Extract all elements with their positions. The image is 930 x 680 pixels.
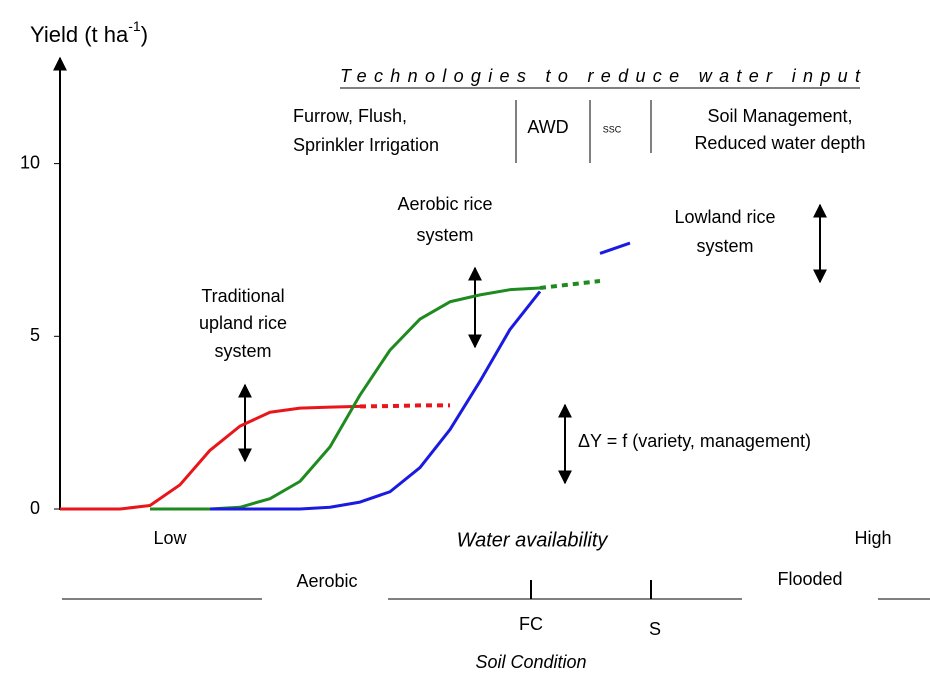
- awd-label: AWD: [527, 117, 568, 137]
- annotation: system: [214, 341, 271, 361]
- furrow-line: Furrow, Flush,: [293, 106, 407, 126]
- y-tick-label: 10: [20, 152, 40, 172]
- annotation: ΔY = f (variety, management): [578, 431, 811, 451]
- annotation: Traditional: [201, 286, 284, 306]
- series-line: [359, 403, 450, 409]
- y-label-sup: -1: [128, 18, 141, 34]
- y-label-end: ): [141, 22, 148, 47]
- y-axis-label: Yield (t ha-1): [30, 18, 148, 47]
- y-tick-label: 5: [30, 325, 40, 345]
- annotation: Aerobic rice: [397, 194, 492, 214]
- series-line: [210, 241, 631, 511]
- furrow-line: Sprinkler Irrigation: [293, 135, 439, 155]
- technologies-heading: Technologies to reduce water input: [340, 66, 861, 86]
- x-label: Water availability: [457, 529, 609, 551]
- annotation: system: [416, 225, 473, 245]
- annotation: upland rice: [199, 313, 287, 333]
- annotation: Lowland rice: [674, 207, 775, 227]
- soil-title: Soil Condition: [475, 652, 586, 672]
- x-label: Low: [153, 528, 187, 548]
- y-label-text: Yield (t ha: [30, 22, 129, 47]
- series-line: [60, 404, 361, 511]
- annotation: system: [696, 236, 753, 256]
- x-label: High: [854, 528, 891, 548]
- y-tick-label: 0: [30, 498, 40, 518]
- soil-label: Flooded: [777, 569, 842, 589]
- soil-label: Aerobic: [296, 571, 357, 591]
- ssc-label: SSC: [603, 124, 622, 134]
- soil-management-line: Reduced water depth: [694, 133, 865, 153]
- soil-label: FC: [519, 614, 543, 634]
- soil-label: S: [649, 619, 661, 639]
- soil-line: [62, 580, 930, 600]
- series-line: [539, 279, 601, 290]
- soil-management-line: Soil Management,: [707, 106, 852, 126]
